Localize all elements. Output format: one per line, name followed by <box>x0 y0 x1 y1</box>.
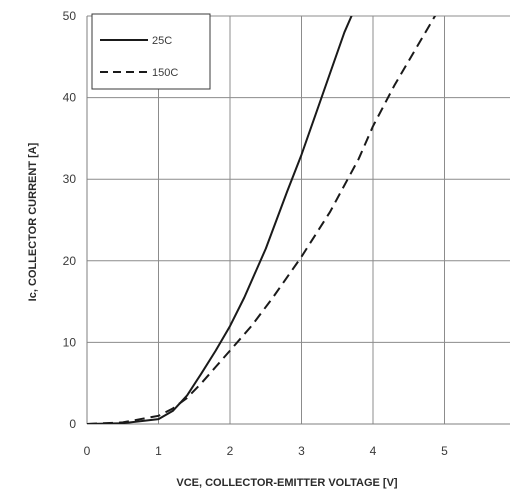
series-line-150c <box>87 16 437 424</box>
x-axis-title: VCE, COLLECTOR-EMITTER VOLTAGE [V] <box>176 477 398 489</box>
legend: 25C 150C <box>91 13 211 90</box>
y-tick-label: 40 <box>63 91 77 105</box>
x-tick-labels: 0 1 2 3 4 5 <box>84 444 449 458</box>
y-tick-label: 30 <box>63 172 77 186</box>
y-tick-label: 20 <box>63 254 77 268</box>
series-line-25c <box>87 16 353 424</box>
y-axis-title: Ic, COLLECTOR CURRENT [A] <box>27 142 39 301</box>
x-tick-label: 4 <box>370 444 377 458</box>
legend-label-150c: 150C <box>152 67 178 79</box>
series-layer <box>87 16 437 424</box>
y-tick-label: 50 <box>63 9 77 23</box>
y-tick-label: 0 <box>69 417 76 431</box>
vertical-gridlines <box>158 16 445 424</box>
y-tick-label: 10 <box>63 335 77 349</box>
x-tick-label: 1 <box>155 444 162 458</box>
legend-label-25c: 25C <box>152 35 172 47</box>
legend-box <box>91 13 211 90</box>
x-tick-label: 0 <box>84 444 91 458</box>
x-tick-label: 2 <box>227 444 234 458</box>
x-tick-label: 5 <box>441 444 448 458</box>
x-tick-label: 3 <box>298 444 305 458</box>
y-tick-labels: 0 10 20 30 40 50 <box>63 9 77 431</box>
